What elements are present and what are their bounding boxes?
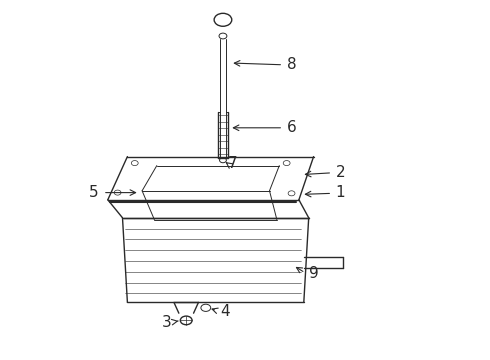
- Text: 3: 3: [162, 315, 172, 330]
- Text: 9: 9: [309, 266, 318, 281]
- Text: 5: 5: [88, 185, 98, 200]
- Text: 2: 2: [336, 165, 345, 180]
- Text: 4: 4: [220, 304, 230, 319]
- Text: 6: 6: [287, 120, 296, 135]
- Text: 1: 1: [336, 185, 345, 200]
- Text: 7: 7: [228, 156, 238, 171]
- Text: 8: 8: [287, 57, 296, 72]
